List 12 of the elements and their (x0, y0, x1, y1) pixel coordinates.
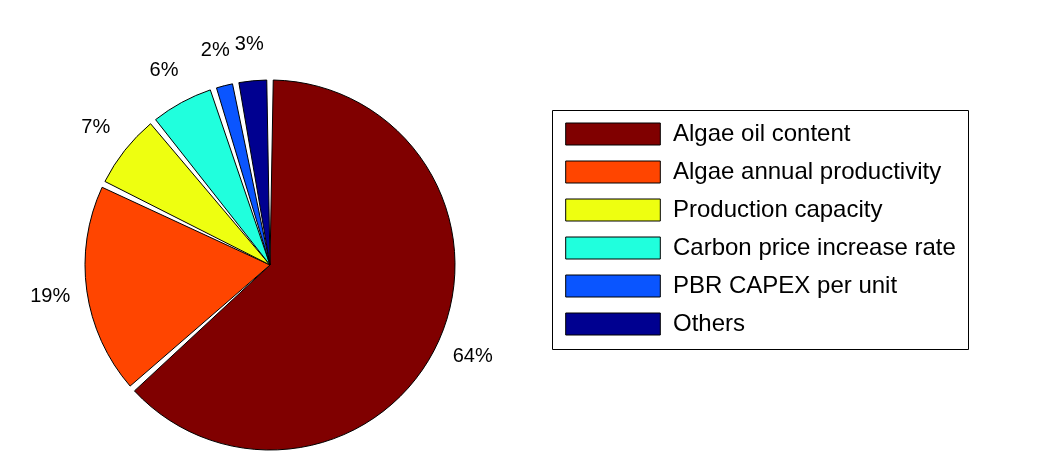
data-label: 3% (234, 31, 264, 54)
legend-label: Production capacity (673, 195, 883, 222)
legend-label: PBR CAPEX per unit (673, 271, 898, 298)
data-label: 19% (30, 283, 71, 306)
legend-label: Algae annual productivity (673, 157, 942, 184)
legend-label: Algae oil content (673, 119, 851, 146)
data-label: 6% (149, 57, 179, 80)
data-label: 7% (81, 115, 111, 138)
data-label: 2% (200, 37, 230, 60)
legend-label: Carbon price increase rate (673, 233, 956, 260)
legend-label: Others (673, 309, 746, 336)
data-label: 64% (452, 343, 493, 366)
